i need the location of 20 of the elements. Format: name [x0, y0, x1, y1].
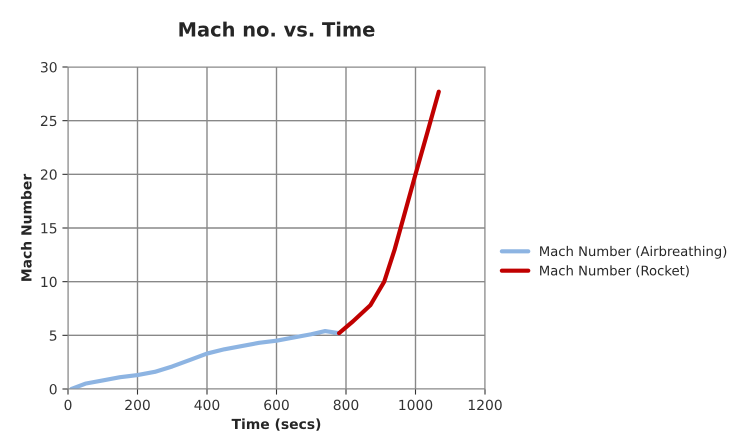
y-tick-label: 30 [40, 62, 57, 72]
x-axis-title: Time (secs) [232, 418, 320, 431]
legend-label: Mach Number (Airbreathing) [540, 246, 726, 259]
y-axis-title: Mach Number [20, 174, 32, 281]
x-tick-label: 1000 [399, 400, 432, 410]
x-tick-label: 400 [194, 400, 220, 410]
chart-title: Mach no. vs. Time [179, 22, 374, 37]
x-tick-label: 200 [125, 400, 150, 410]
x-tick-label: 800 [334, 400, 358, 410]
legend-label: Mach Number (Rocket) [540, 265, 689, 278]
y-tick-label: 0 [50, 384, 57, 394]
x-tick-label: 600 [264, 400, 289, 410]
y-tick-label: 15 [41, 223, 56, 234]
y-tick-label: 5 [50, 330, 56, 341]
x-tick-label: 1200 [468, 400, 502, 410]
y-tick-label: 20 [40, 169, 57, 180]
line-series [336, 90, 441, 336]
x-tick-label: 0 [64, 400, 72, 410]
y-tick-label: 25 [40, 116, 56, 126]
y-tick-label: 10 [41, 276, 57, 288]
